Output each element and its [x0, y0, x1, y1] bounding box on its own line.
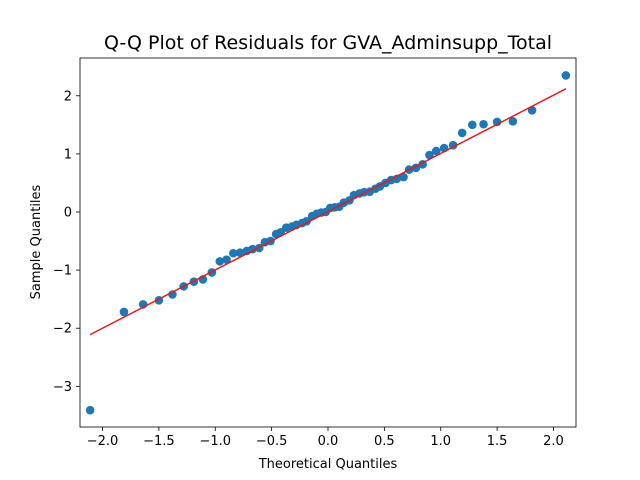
data-point — [467, 120, 477, 130]
data-point — [431, 146, 441, 156]
data-point — [425, 150, 434, 160]
y-tick-label: −3 — [53, 380, 72, 395]
x-axis-label: Theoretical Quantiles — [258, 457, 398, 472]
data-points — [85, 71, 571, 415]
data-point — [235, 248, 245, 257]
y-tick-label: 0 — [64, 205, 72, 220]
data-point — [119, 307, 129, 317]
x-tick-label: 0.5 — [374, 434, 395, 449]
x-tick-label: −0.5 — [256, 434, 288, 449]
x-tick-label: 2.0 — [543, 434, 564, 449]
x-tick-label: −1.5 — [143, 434, 175, 449]
plot-frame — [79, 57, 577, 428]
y-tick-label: −1 — [53, 264, 72, 279]
x-tick-label: −1.0 — [199, 434, 231, 449]
data-point — [479, 119, 488, 129]
data-point — [561, 71, 571, 80]
x-tick-label: 1.5 — [487, 434, 508, 449]
data-point — [229, 248, 238, 258]
data-point — [492, 117, 502, 127]
data-point — [85, 405, 95, 415]
data-point — [222, 255, 231, 264]
x-tick-label: 0.0 — [318, 434, 339, 449]
chart-title: Q-Q Plot of Residuals for GVA_Adminsupp_… — [104, 32, 552, 54]
x-tick-label: 1.0 — [430, 434, 451, 449]
data-point — [399, 172, 408, 182]
y-tick-label: 2 — [64, 89, 72, 104]
y-axis: −3 −2 −1 0 1 2 — [53, 89, 80, 395]
y-tick-label: 1 — [64, 147, 72, 162]
reference-line — [89, 88, 567, 336]
data-point — [508, 117, 518, 126]
y-tick-label: −2 — [53, 322, 72, 337]
x-axis: −2.0 −1.5 −1.0 −0.5 0.0 0.5 1.0 1.5 2.0 — [87, 427, 564, 449]
y-axis-label: Sample Quantiles — [29, 184, 44, 299]
plot-area — [79, 57, 577, 428]
data-point — [457, 128, 467, 138]
x-tick-label: −2.0 — [87, 434, 119, 449]
data-point — [215, 257, 225, 266]
